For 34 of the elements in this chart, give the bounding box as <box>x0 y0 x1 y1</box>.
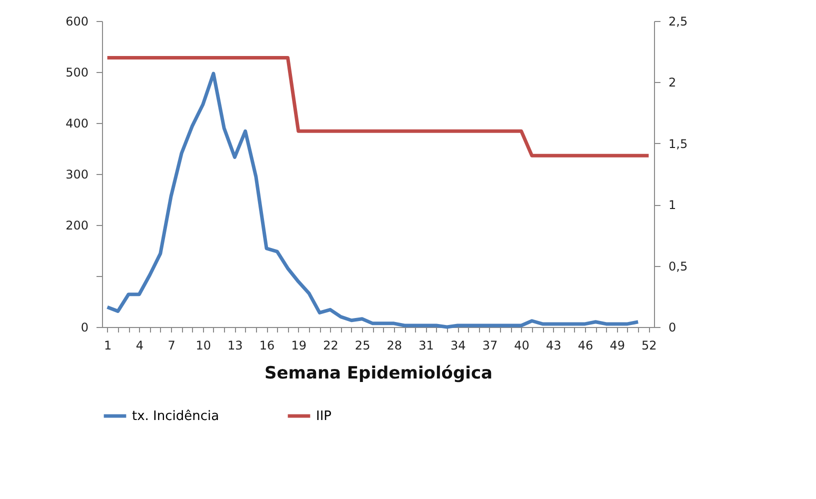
x-tick-label: 16 <box>259 338 275 352</box>
legend-label: tx. Incidência <box>132 409 220 424</box>
y2-tick-label: 2 <box>668 76 676 90</box>
x-tick-label: 31 <box>418 338 434 352</box>
y2-tick-label: 0,5 <box>668 259 688 274</box>
y-tick-label: 400 <box>66 116 88 130</box>
x-tick-label: 49 <box>610 338 625 352</box>
y2-tick-label: 0 <box>668 320 676 334</box>
x-tick-label: 28 <box>386 338 402 352</box>
y2-tick-label: 1 <box>668 198 676 212</box>
y2-tick-label: 2,5 <box>668 14 688 28</box>
y2-tick-label: 1,5 <box>668 136 688 151</box>
x-tick-label: 22 <box>323 338 338 352</box>
x-tick-label: 7 <box>168 338 176 352</box>
x-tick-label: 4 <box>136 338 144 352</box>
x-tick-label: 34 <box>450 338 466 352</box>
y-tick-label: 200 <box>66 218 88 232</box>
x-tick-label: 37 <box>482 338 498 352</box>
x-tick-label: 46 <box>578 338 594 352</box>
y-tick-label: 300 <box>66 168 88 182</box>
y-tick-label: 500 <box>66 66 88 80</box>
x-tick-label: 25 <box>354 338 370 352</box>
line-series <box>106 72 640 329</box>
y-tick-label: 0 <box>80 320 88 334</box>
x-tick-label: 13 <box>228 338 243 352</box>
x-tick-label: 43 <box>546 338 562 352</box>
x-tick-label: 10 <box>196 338 211 352</box>
x-tick-label: 52 <box>642 338 657 352</box>
x-axis-title: Semana Epidemiológica <box>264 364 493 384</box>
x-tick-label: 1 <box>104 338 112 352</box>
x-tick-label: 40 <box>514 338 530 352</box>
y-tick-label: 600 <box>66 14 88 28</box>
x-tick-label: 19 <box>291 338 307 352</box>
legend-label: IIP <box>316 409 332 424</box>
